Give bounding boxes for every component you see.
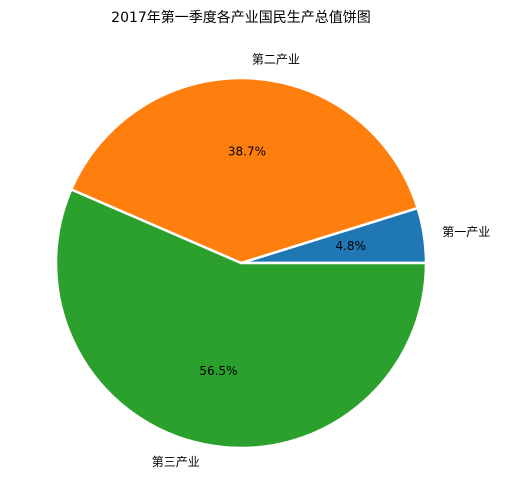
slice-label: 第三产业 bbox=[152, 455, 200, 469]
chart-title: 2017年第一季度各产业国民生产总值饼图 bbox=[111, 9, 371, 26]
value-label: 4.8% bbox=[335, 239, 366, 253]
slice-label: 第一产业 bbox=[442, 225, 490, 239]
value-label: 56.5% bbox=[199, 364, 237, 378]
slice-label: 第二产业 bbox=[252, 52, 300, 66]
pie-slice bbox=[54, 187, 428, 450]
value-label: 38.7% bbox=[228, 145, 266, 159]
pie-slice bbox=[69, 76, 420, 265]
